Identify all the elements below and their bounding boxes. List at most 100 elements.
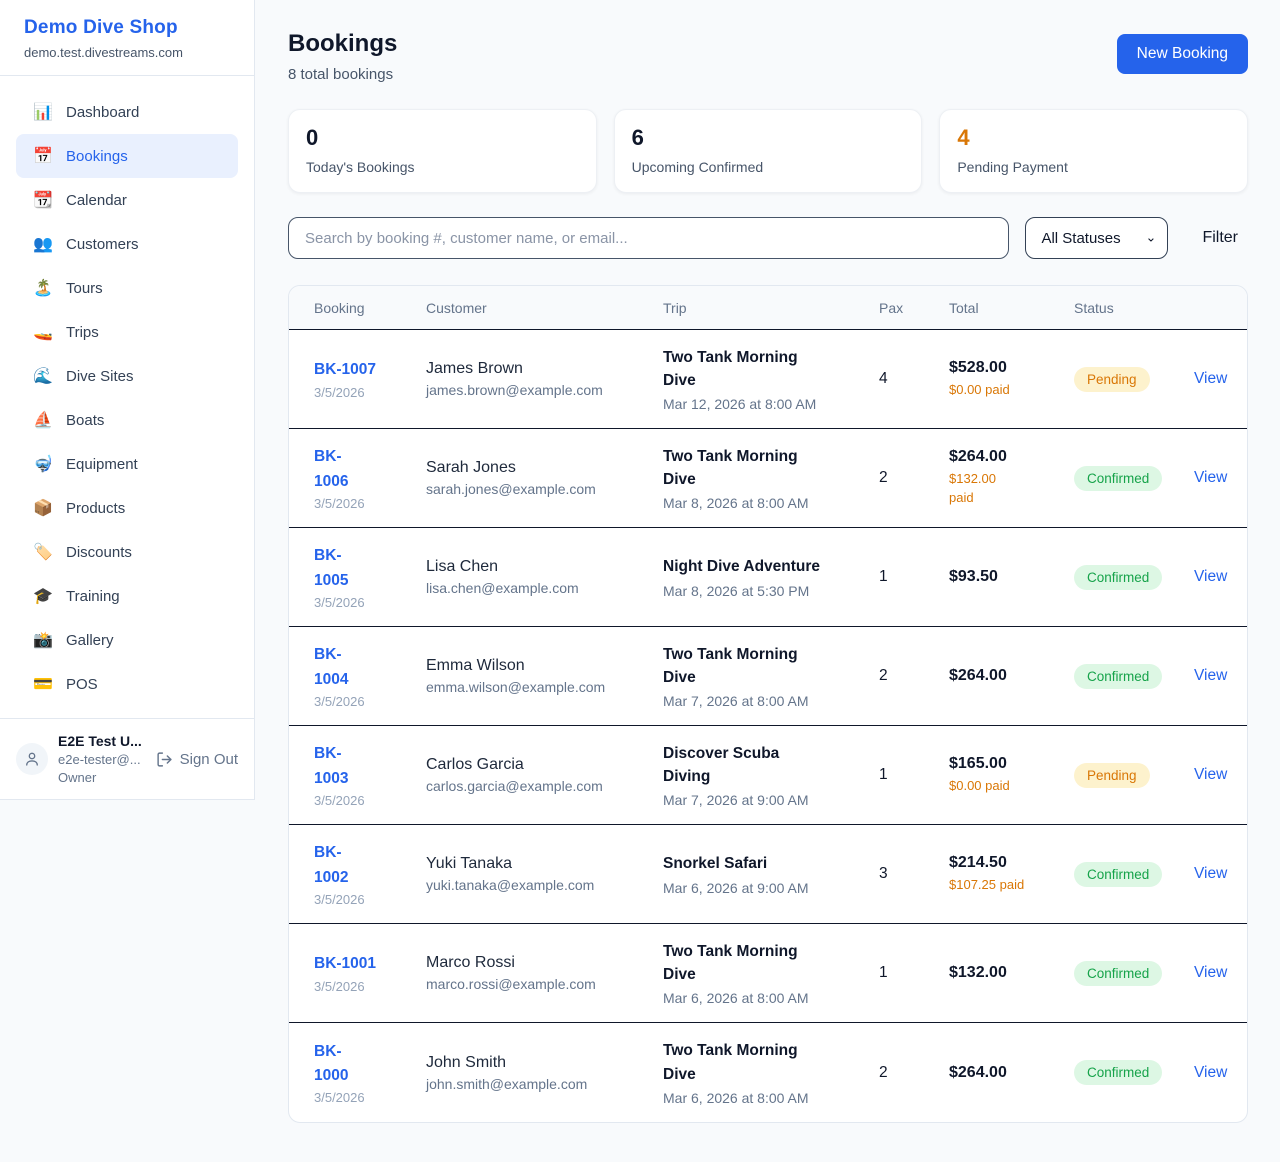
booking-id-link[interactable]: BK- 1003 (314, 745, 349, 787)
status-badge: Confirmed (1074, 663, 1163, 689)
brand-domain: demo.test.divestreams.com (24, 45, 183, 60)
trip-name: Snorkel Safari (663, 855, 768, 873)
view-booking-link[interactable]: View (1194, 568, 1228, 585)
booking-id-link[interactable]: BK-1001 (314, 955, 377, 973)
sailboat-icon: ⛵ (33, 412, 53, 429)
sidebar-item-label: Training (66, 587, 120, 605)
island-icon: 🏝️ (33, 280, 53, 297)
stat-label: Today's Bookings (306, 159, 415, 175)
stat-label: Upcoming Confirmed (631, 159, 764, 175)
booking-cell: BK- 1006 3/5/2026 (314, 445, 426, 510)
sidebar-item-trips[interactable]: 🚤 Trips (16, 310, 238, 354)
status-filter-select[interactable]: All Statuses (1025, 217, 1169, 259)
booking-id-link[interactable]: BK-1007 (314, 361, 377, 379)
pax-count: 1 (879, 766, 888, 783)
sidebar-item-dashboard[interactable]: 📊 Dashboard (16, 90, 238, 134)
sidebar-item-gallery[interactable]: 📸 Gallery (16, 618, 238, 662)
sidebar-item-customers[interactable]: 👥 Customers (16, 222, 238, 266)
trip-name: Two Tank Morning Dive (663, 447, 798, 488)
user-name: E2E Test U... (58, 733, 142, 749)
table-header-row: Booking Customer Trip Pax Total Status (289, 286, 1247, 330)
stat-card: 6 Upcoming Confirmed (613, 109, 923, 193)
camera-flash-icon: 📸 (33, 632, 53, 649)
customer-email: james.brown@example.com (426, 382, 603, 398)
sidebar-item-bookings[interactable]: 📅 Bookings (16, 134, 238, 178)
page-title: Bookings (288, 30, 398, 57)
sidebar-item-training[interactable]: 🎓 Training (16, 574, 238, 618)
sidebar-item-pos[interactable]: 💳 POS (16, 662, 238, 706)
status-cell: Confirmed (1074, 1060, 1186, 1085)
view-booking-link[interactable]: View (1194, 370, 1228, 387)
view-booking-link[interactable]: View (1194, 766, 1228, 783)
stat-value: 6 (631, 125, 644, 150)
status-cell: Pending (1074, 762, 1186, 788)
sidebar-item-dive-sites[interactable]: 🌊 Dive Sites (16, 354, 238, 398)
actions-cell: View (1186, 1064, 1247, 1082)
trip-cell: Night Dive Adventure Mar 8, 2026 at 5:30… (663, 555, 879, 598)
booking-id-link[interactable]: BK- 1004 (314, 646, 349, 688)
graduation-cap-icon: 🎓 (33, 588, 53, 605)
booking-date: 3/5/2026 (314, 1090, 365, 1106)
stat-value: 0 (306, 125, 319, 150)
view-booking-link[interactable]: View (1194, 964, 1228, 981)
sidebar-item-calendar[interactable]: 📆 Calendar (16, 178, 238, 222)
filter-button[interactable]: Filter (1192, 229, 1248, 247)
actions-cell: View (1186, 370, 1247, 388)
user-role: Owner (58, 770, 97, 785)
trip-cell: Two Tank Morning Dive Mar 6, 2026 at 8:0… (663, 940, 879, 1007)
user-avatar (16, 743, 48, 775)
view-booking-link[interactable]: View (1194, 667, 1228, 684)
sign-out-button[interactable]: Sign Out (156, 751, 238, 768)
customer-email: carlos.garcia@example.com (426, 778, 603, 794)
bookings-table: Booking Customer Trip Pax Total Status B… (288, 285, 1248, 1123)
search-input[interactable] (288, 217, 1010, 259)
table-row: BK- 1004 3/5/2026 Emma Wilson emma.wilso… (289, 627, 1247, 726)
table-row: BK- 1002 3/5/2026 Yuki Tanaka yuki.tanak… (289, 825, 1247, 924)
booking-id-link[interactable]: BK- 1002 (314, 844, 349, 886)
trip-datetime: Mar 6, 2026 at 8:00 AM (663, 1089, 809, 1106)
trip-datetime: Mar 8, 2026 at 5:30 PM (663, 582, 810, 599)
label-tag-icon: 🏷️ (33, 544, 53, 561)
actions-cell: View (1186, 667, 1247, 685)
booking-id-link[interactable]: BK- 1005 (314, 547, 349, 589)
view-booking-link[interactable]: View (1194, 1063, 1228, 1081)
view-booking-link[interactable]: View (1194, 865, 1228, 882)
view-booking-link[interactable]: View (1194, 469, 1228, 486)
status-badge: Confirmed (1074, 861, 1163, 887)
table-row: BK- 1005 3/5/2026 Lisa Chen lisa.chen@ex… (289, 528, 1247, 627)
status-select-wrap: All Statuses ⌄ (1025, 217, 1169, 259)
table-row: BK-1007 3/5/2026 James Brown james.brown… (289, 330, 1247, 429)
trip-cell: Two Tank Morning Dive Mar 12, 2026 at 8:… (663, 346, 879, 413)
sidebar-item-equipment[interactable]: 🤿 Equipment (16, 442, 238, 486)
sidebar-item-label: Boats (66, 411, 105, 429)
total-cell: $264.00 (949, 667, 1074, 685)
customer-name: Emma Wilson (426, 657, 525, 674)
status-cell: Confirmed (1074, 663, 1186, 689)
trip-name: Night Dive Adventure (663, 558, 821, 576)
column-header-status: Status (1074, 299, 1114, 316)
pax-count: 2 (879, 1063, 888, 1081)
sidebar-item-label: Trips (66, 323, 99, 341)
total-amount: $165.00 (949, 754, 1007, 772)
sidebar-item-boats[interactable]: ⛵ Boats (16, 398, 238, 442)
page-subtitle: 8 total bookings (288, 66, 394, 83)
trip-datetime: Mar 7, 2026 at 9:00 AM (663, 792, 809, 809)
customer-name: James Brown (426, 360, 523, 377)
sidebar-item-label: Dashboard (66, 103, 140, 121)
sidebar-item-label: Products (66, 499, 126, 517)
sidebar-item-discounts[interactable]: 🏷️ Discounts (16, 530, 238, 574)
total-cell: $165.00 $0.00 paid (949, 755, 1074, 796)
booking-id-link[interactable]: BK- 1000 (314, 1042, 349, 1084)
new-booking-button[interactable]: New Booking (1116, 34, 1248, 74)
actions-cell: View (1186, 964, 1247, 982)
booking-cell: BK- 1003 3/5/2026 (314, 742, 426, 807)
sidebar-item-tours[interactable]: 🏝️ Tours (16, 266, 238, 310)
trip-datetime: Mar 12, 2026 at 8:00 AM (663, 396, 817, 413)
speedboat-icon: 🚤 (33, 324, 53, 341)
customer-email: yuki.tanaka@example.com (426, 877, 595, 893)
sidebar-item-products[interactable]: 📦 Products (16, 486, 238, 530)
total-cell: $528.00 $0.00 paid (949, 359, 1074, 400)
booking-id-link[interactable]: BK- 1006 (314, 448, 349, 490)
stat-label: Pending Payment (957, 159, 1068, 175)
customer-name: Carlos Garcia (426, 756, 524, 773)
